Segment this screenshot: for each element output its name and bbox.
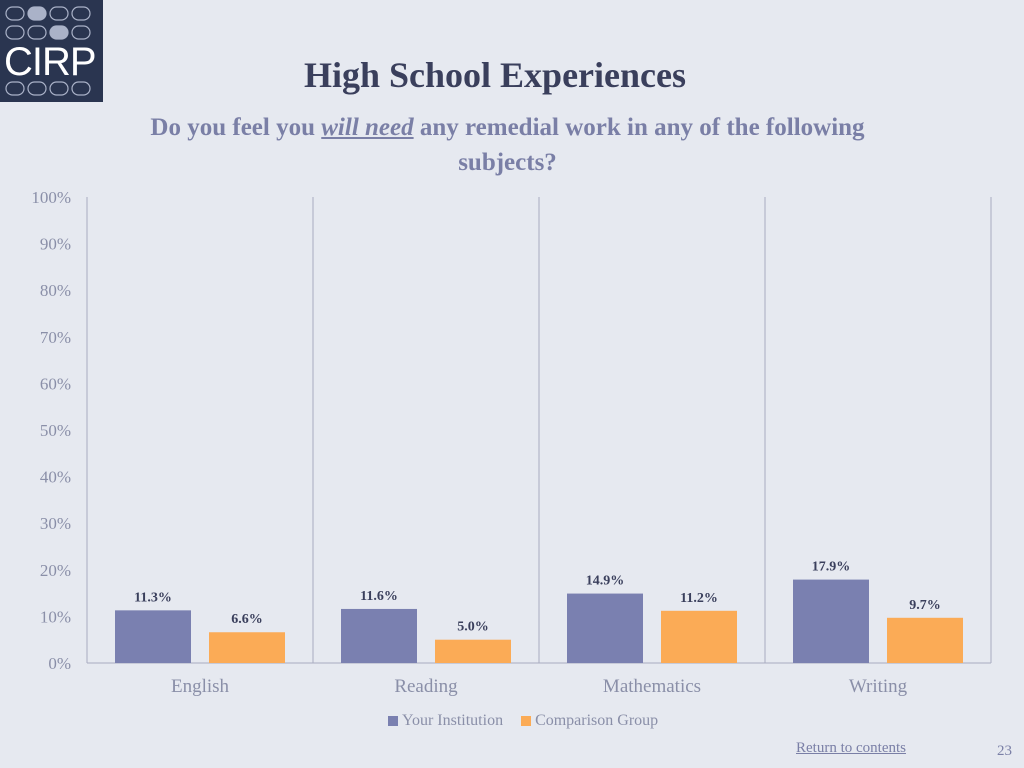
y-tick-label: 50% xyxy=(40,421,71,440)
bar xyxy=(661,611,737,663)
y-tick-label: 20% xyxy=(40,561,71,580)
bar xyxy=(209,632,285,663)
bar xyxy=(567,594,643,663)
bar xyxy=(435,640,511,663)
data-label: 11.3% xyxy=(134,590,172,605)
legend-swatch-your-institution xyxy=(388,716,398,726)
y-tick-label: 60% xyxy=(40,374,71,393)
legend-item-your-institution: Your Institution xyxy=(388,712,503,730)
y-tick-label: 10% xyxy=(40,607,71,626)
y-tick-label: 0% xyxy=(48,654,71,673)
x-tick-label: Mathematics xyxy=(603,676,701,697)
x-tick-label: Reading xyxy=(394,676,458,697)
bar xyxy=(341,609,417,663)
chart-legend: Your Institution Comparison Group xyxy=(388,712,676,730)
data-label: 17.9% xyxy=(812,560,851,575)
y-tick-label: 40% xyxy=(40,468,71,487)
y-tick-label: 80% xyxy=(40,281,71,300)
legend-swatch-comparison-group xyxy=(521,716,531,726)
bar xyxy=(115,610,191,663)
return-to-contents-link[interactable]: Return to contents xyxy=(796,740,906,757)
legend-label-your-institution: Your Institution xyxy=(402,712,503,730)
x-tick-label: English xyxy=(171,676,230,697)
x-tick-label: Writing xyxy=(849,676,908,697)
data-label: 9.7% xyxy=(909,598,941,613)
legend-item-comparison-group: Comparison Group xyxy=(521,712,658,730)
legend-label-comparison-group: Comparison Group xyxy=(535,712,658,730)
data-label: 11.2% xyxy=(680,591,718,606)
data-label: 6.6% xyxy=(231,612,263,627)
data-label: 14.9% xyxy=(586,574,625,589)
data-label: 5.0% xyxy=(457,620,489,635)
y-tick-label: 70% xyxy=(40,328,71,347)
data-label: 11.6% xyxy=(360,589,398,604)
bar xyxy=(793,580,869,663)
y-tick-label: 100% xyxy=(31,188,71,207)
y-tick-label: 30% xyxy=(40,514,71,533)
page-number: 23 xyxy=(997,743,1012,760)
y-tick-label: 90% xyxy=(40,235,71,254)
bar xyxy=(887,618,963,663)
